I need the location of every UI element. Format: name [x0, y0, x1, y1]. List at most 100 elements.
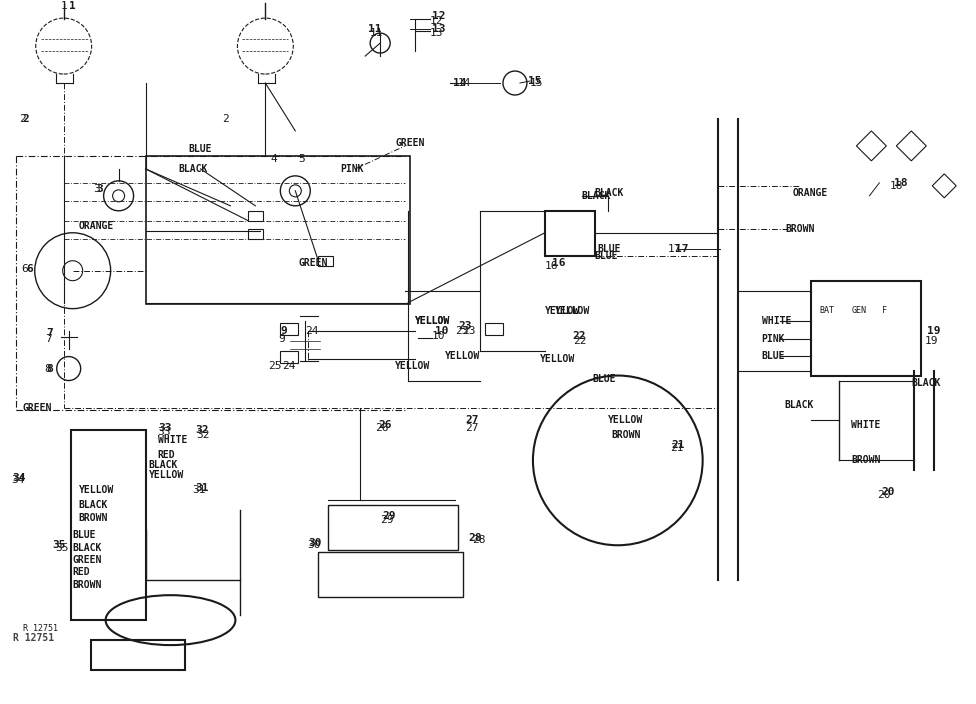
Text: 31: 31: [192, 485, 206, 496]
Text: 12: 12: [430, 16, 444, 26]
Text: BLACK: BLACK: [582, 191, 611, 201]
Bar: [811, 281, 921, 375]
Text: 30: 30: [307, 540, 321, 551]
Text: WHITE: WHITE: [851, 420, 880, 430]
Text: 7: 7: [47, 327, 54, 338]
Text: GREEN: GREEN: [72, 555, 102, 565]
Text: 9: 9: [278, 334, 285, 344]
Text: BROWN: BROWN: [79, 513, 108, 523]
Text: 8: 8: [47, 363, 54, 374]
Text: 13: 13: [430, 28, 444, 38]
Text: YELLOW: YELLOW: [540, 353, 575, 363]
Text: GREEN: GREEN: [299, 258, 328, 268]
Text: 10: 10: [435, 326, 449, 336]
Text: PINK: PINK: [761, 334, 785, 344]
Text: RED: RED: [157, 451, 175, 460]
Text: 34: 34: [11, 475, 24, 485]
Text: 4: 4: [270, 154, 277, 164]
Text: 21: 21: [671, 441, 685, 451]
Text: 2: 2: [22, 114, 29, 124]
Text: GREEN: GREEN: [395, 138, 425, 148]
Text: YELLOW: YELLOW: [555, 306, 590, 315]
Text: 6: 6: [20, 264, 27, 274]
Text: BROWN: BROWN: [786, 224, 815, 234]
Text: WHITE: WHITE: [761, 315, 791, 326]
Text: 18: 18: [894, 178, 908, 188]
Text: BROWN: BROWN: [612, 430, 641, 441]
Text: 8: 8: [45, 363, 52, 374]
Text: 23: 23: [462, 326, 475, 336]
Text: YELLOW: YELLOW: [445, 351, 480, 360]
Text: 18: 18: [889, 181, 903, 191]
Bar: [91, 640, 185, 670]
Text: 26: 26: [378, 420, 391, 430]
Text: 26: 26: [375, 423, 388, 434]
Text: RED: RED: [72, 567, 91, 577]
Text: 6: 6: [25, 264, 32, 274]
Text: 11: 11: [368, 24, 382, 34]
Text: BLUE: BLUE: [761, 351, 785, 360]
Text: 10: 10: [432, 331, 446, 341]
Text: BROWN: BROWN: [72, 580, 102, 590]
Text: 25: 25: [268, 360, 282, 370]
Text: BLACK: BLACK: [148, 460, 178, 470]
Text: BLUE: BLUE: [592, 374, 616, 384]
Text: F: F: [882, 306, 887, 315]
Bar: [280, 322, 299, 334]
Text: 15: 15: [530, 78, 544, 88]
Text: 27: 27: [465, 423, 478, 434]
Bar: [485, 322, 503, 334]
Text: BROWN: BROWN: [851, 455, 880, 465]
Text: BLUE: BLUE: [188, 144, 212, 154]
Text: GREEN: GREEN: [22, 403, 52, 413]
Text: 1: 1: [61, 1, 67, 11]
Text: 33: 33: [158, 423, 172, 434]
Text: BLUE: BLUE: [594, 251, 619, 260]
Text: ORANGE: ORANGE: [793, 188, 828, 198]
Text: BAT: BAT: [820, 306, 834, 315]
Bar: [328, 505, 458, 551]
Text: YELLOW: YELLOW: [608, 415, 643, 425]
Text: 2: 2: [223, 114, 229, 124]
Text: R 12751: R 12751: [22, 624, 58, 633]
Text: 24: 24: [282, 360, 296, 370]
Text: 27: 27: [465, 415, 478, 425]
Text: BLACK: BLACK: [79, 501, 108, 510]
Text: 20: 20: [877, 491, 891, 501]
Text: BLACK: BLACK: [912, 377, 941, 387]
Text: 19: 19: [927, 326, 941, 336]
Text: 32: 32: [195, 425, 209, 436]
Text: BLACK: BLACK: [72, 543, 102, 553]
Text: 23: 23: [455, 326, 468, 336]
Bar: [318, 552, 463, 597]
Text: 14: 14: [453, 78, 467, 88]
Text: YELLOW: YELLOW: [79, 485, 114, 496]
Text: 11: 11: [370, 28, 384, 38]
Text: 12: 12: [432, 11, 446, 21]
Bar: [249, 229, 264, 239]
Text: BLACK: BLACK: [785, 401, 814, 410]
Text: YELLOW: YELLOW: [415, 315, 450, 326]
Text: GEN: GEN: [851, 306, 867, 315]
Text: 35: 35: [53, 540, 66, 551]
Text: 29: 29: [383, 511, 395, 521]
Text: 21: 21: [670, 444, 683, 453]
Text: 32: 32: [196, 430, 210, 441]
Text: 17: 17: [674, 244, 688, 253]
Text: 31: 31: [195, 484, 209, 494]
Text: 29: 29: [381, 515, 393, 525]
Text: 3: 3: [97, 184, 103, 194]
Text: 35: 35: [56, 543, 69, 553]
Text: 28: 28: [472, 535, 485, 546]
Text: 22: 22: [573, 331, 587, 341]
Text: 28: 28: [468, 533, 481, 543]
Text: BLACK: BLACK: [594, 188, 625, 198]
Text: 23: 23: [458, 320, 471, 331]
Text: WHITE: WHITE: [157, 436, 187, 446]
Text: 16: 16: [545, 260, 558, 271]
Text: 15: 15: [528, 76, 542, 86]
Text: 24: 24: [305, 326, 319, 336]
Bar: [545, 210, 594, 256]
Text: BLACK: BLACK: [179, 164, 208, 174]
Text: YELLOW: YELLOW: [395, 360, 430, 370]
